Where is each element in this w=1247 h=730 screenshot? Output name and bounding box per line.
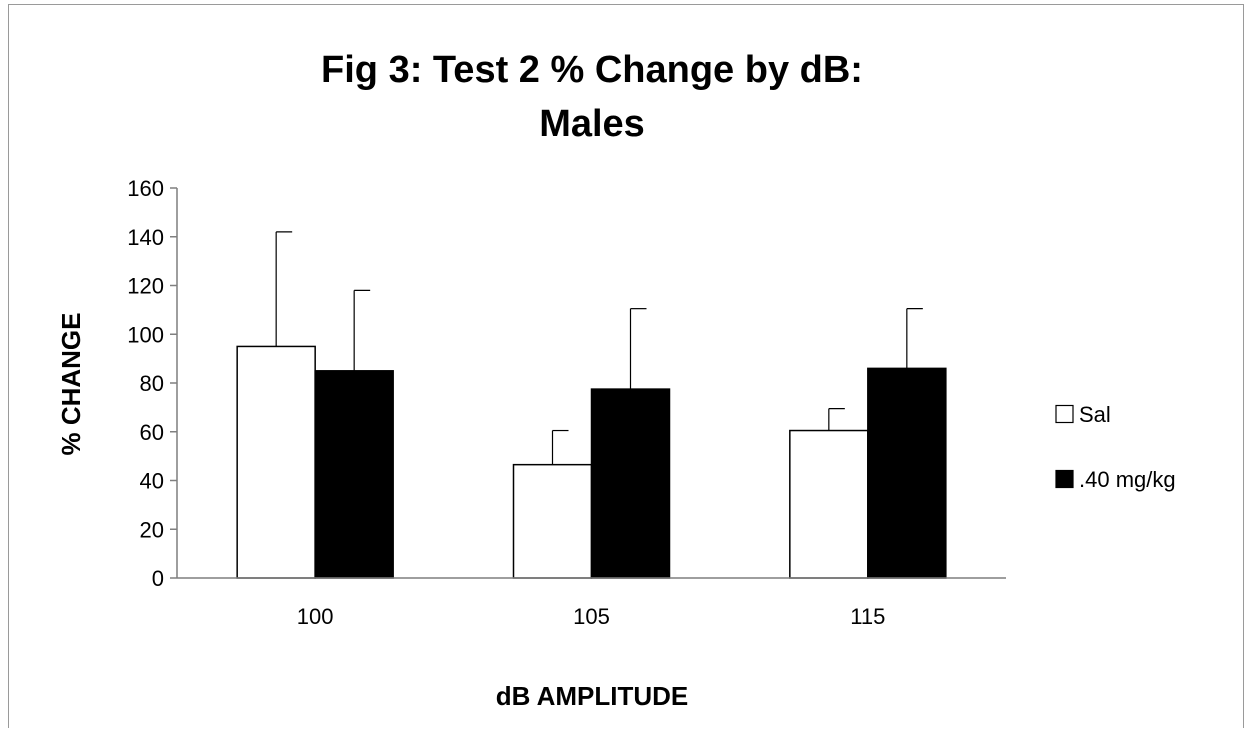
legend-swatch-dose [1055, 469, 1074, 489]
legend-label-sal: Sal [1079, 402, 1111, 427]
bar-dose-105 [590, 388, 671, 579]
y-tick-label: 160 [127, 176, 164, 201]
bar-dose-115 [867, 367, 947, 579]
chart-frame [8, 4, 1244, 728]
bar-sal-105 [512, 463, 593, 579]
bar-sal-115 [789, 429, 869, 579]
bar-sal-100 [236, 345, 316, 579]
y-tick-label: 0 [152, 566, 164, 591]
plot-area: 0 20 40 60 80 100 120 140 160 100 105 115 [127, 176, 1006, 629]
y-tick-label: 60 [140, 420, 164, 445]
legend: Sal .40 mg/kg [1055, 402, 1176, 492]
x-axis-title: dB AMPLITUDE [496, 681, 689, 711]
chart-title-line-1: Fig 3: Test 2 % Change by dB: [321, 49, 863, 91]
y-tick-label: 40 [140, 469, 164, 494]
x-tick-label: 105 [573, 604, 610, 629]
y-tick-label: 140 [127, 225, 164, 250]
y-tick-label: 80 [140, 371, 164, 396]
legend-label-dose: .40 mg/kg [1079, 467, 1176, 492]
bar-dose-100 [314, 370, 394, 579]
chart-title-line-2: Males [539, 103, 645, 145]
legend-swatch-sal [1055, 404, 1074, 424]
y-axis-title: % CHANGE [56, 312, 86, 455]
y-tick-label: 100 [127, 322, 164, 347]
y-tick-label: 20 [140, 517, 164, 542]
x-tick-label: 115 [850, 604, 885, 629]
y-tick-label: 120 [127, 274, 164, 299]
x-tick-label: 100 [297, 604, 334, 629]
